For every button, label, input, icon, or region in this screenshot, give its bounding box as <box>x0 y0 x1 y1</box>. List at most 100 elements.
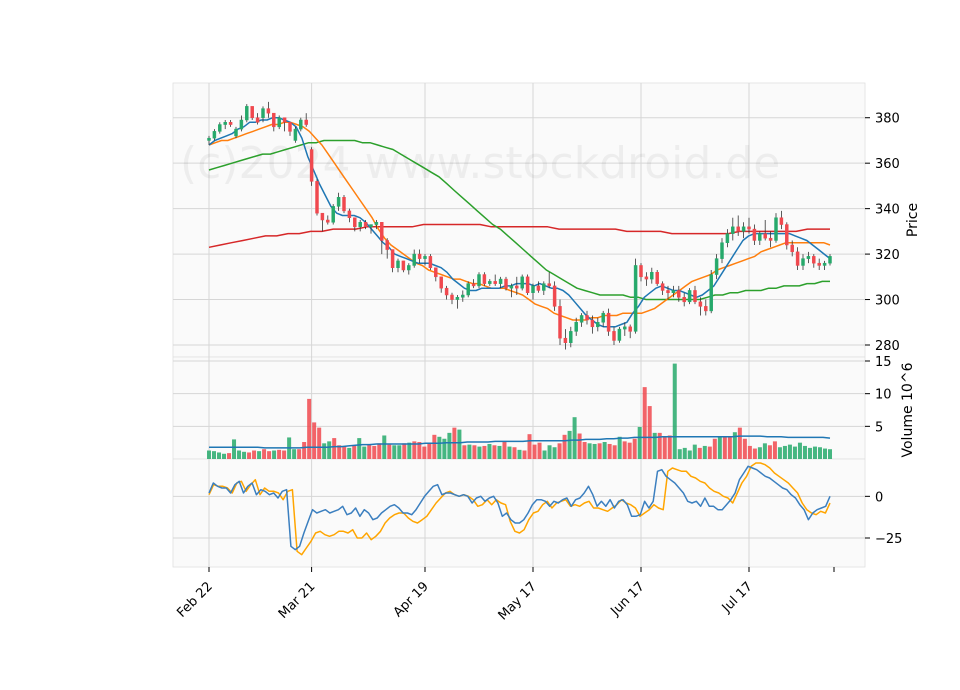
candle-body <box>439 276 443 289</box>
volume-bar <box>422 446 427 459</box>
volume-bar <box>347 447 352 459</box>
candle-body <box>666 290 670 293</box>
volume-bar <box>617 436 622 459</box>
volume-bar <box>377 443 382 459</box>
volume-bar <box>802 445 807 459</box>
candle-body <box>277 117 281 128</box>
volume-bar <box>497 445 502 459</box>
volume-bar <box>407 442 412 459</box>
candle-body <box>504 278 508 289</box>
volume-bar <box>762 443 767 459</box>
volume-bar <box>312 422 317 459</box>
volume-bar <box>732 432 737 459</box>
volume-bar <box>737 427 742 459</box>
candle-body <box>347 210 352 218</box>
volume-bar <box>367 444 372 459</box>
price-y-tick-label: 380 <box>875 112 900 127</box>
volume-bar <box>472 445 477 459</box>
volume-bar <box>412 441 417 459</box>
candle-body <box>380 222 384 241</box>
oscillator-line-b <box>208 462 831 556</box>
volume-bar <box>447 432 452 459</box>
candle-body <box>822 262 827 266</box>
volume-bar <box>547 445 552 459</box>
volume-bar <box>462 445 467 459</box>
x-tick-label: May 17 <box>496 579 540 623</box>
candle-body <box>207 137 211 141</box>
volume-bar <box>637 426 642 459</box>
candle-body <box>704 306 708 312</box>
volume-ma-line <box>209 435 831 449</box>
candle-body <box>401 260 406 271</box>
volume-bar <box>812 446 817 459</box>
candle-body <box>471 283 476 287</box>
volume-bar <box>627 442 632 459</box>
volume-bar <box>722 436 727 459</box>
volume-bar <box>247 452 252 459</box>
volume-bar <box>332 438 337 459</box>
price-y-tick-label: 340 <box>875 203 900 218</box>
candle-body <box>428 256 433 268</box>
volume-bar <box>512 447 517 459</box>
volume-bar <box>562 434 567 459</box>
volume-bar <box>542 450 547 459</box>
volume-bar <box>667 435 672 459</box>
volume-bar <box>792 446 797 459</box>
candle-body <box>677 290 681 298</box>
volume-bar <box>672 363 677 459</box>
volume-y-tick-label: 15 <box>875 355 892 370</box>
volume-bar <box>772 441 777 459</box>
volume-bar <box>262 449 267 459</box>
volume-bar <box>657 432 662 459</box>
volume-bar <box>517 449 522 459</box>
volume-bar <box>212 451 217 459</box>
volume-bar <box>257 451 262 459</box>
candle-body <box>720 242 724 259</box>
volume-bar <box>417 442 422 459</box>
x-tick-label: Jul 17 <box>719 579 756 616</box>
volume-bar <box>552 447 557 459</box>
volume-bar <box>467 444 472 459</box>
volume-bar <box>397 445 402 459</box>
volume-bar <box>602 442 607 459</box>
candle-body <box>536 285 541 291</box>
candle-body <box>450 294 454 300</box>
candle-body <box>671 290 676 293</box>
volume-bar <box>677 449 682 459</box>
candle-body <box>228 122 233 125</box>
volume-bar <box>632 438 637 459</box>
x-tick-label: Jun 17 <box>608 579 648 619</box>
volume-bar <box>537 442 542 459</box>
oscillator-line-a <box>208 465 831 551</box>
candle-body <box>731 226 735 234</box>
candle-body <box>542 283 546 291</box>
candle-body <box>282 117 287 123</box>
candle-body <box>579 315 584 323</box>
volume-bar <box>822 448 827 459</box>
volume-bar <box>597 443 602 459</box>
candle-body <box>374 222 379 225</box>
candle-body <box>698 301 703 307</box>
candle-body <box>639 265 643 278</box>
candle-body <box>461 294 465 298</box>
volume-bar <box>727 437 732 459</box>
volume-bar <box>702 445 707 459</box>
volume-bar <box>707 446 712 459</box>
candle-body <box>293 128 298 141</box>
candle-body <box>547 283 551 287</box>
volume-bar <box>457 429 462 459</box>
volume-bar <box>747 445 752 459</box>
candle-body <box>709 274 713 312</box>
volume-bar <box>532 444 537 459</box>
candle-body <box>644 276 649 280</box>
volume-bar <box>652 432 657 459</box>
volume-bar <box>297 449 302 459</box>
candle-body <box>617 328 622 341</box>
volume-bar <box>572 417 577 459</box>
volume-bar <box>692 444 697 459</box>
candle-body <box>320 212 325 221</box>
volume-bar <box>232 439 237 459</box>
candle-body <box>817 262 821 266</box>
price-axis-title: Price <box>905 203 921 237</box>
